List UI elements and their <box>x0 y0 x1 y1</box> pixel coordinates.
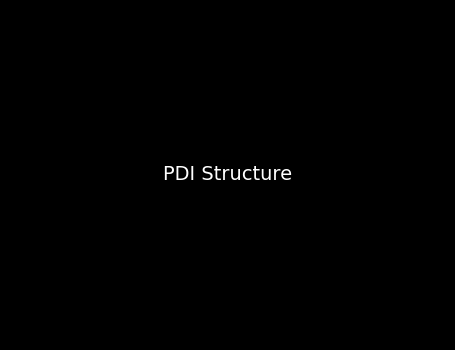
Text: PDI Structure: PDI Structure <box>163 166 292 184</box>
